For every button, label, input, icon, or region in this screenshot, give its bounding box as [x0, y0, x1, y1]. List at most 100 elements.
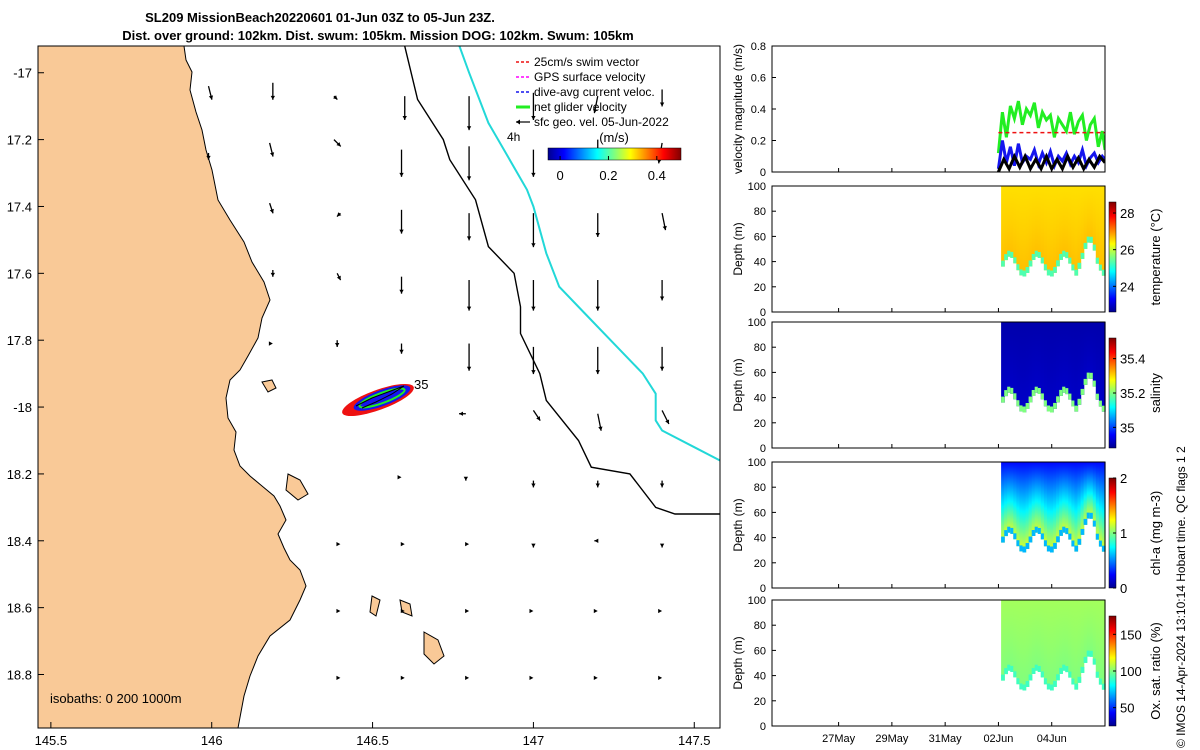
temperature-section-column — [1022, 186, 1027, 277]
oxygen-section-bottom — [1095, 671, 1100, 678]
oxygen-section-column — [1016, 600, 1021, 685]
salinity-section-column — [1016, 322, 1021, 407]
geo-vector-head-62 — [593, 675, 598, 681]
velocity-y-tick-label: 0.8 — [751, 41, 766, 53]
temperature-section-bottom — [1101, 269, 1106, 276]
oxygen-section-bottom — [1101, 683, 1106, 690]
geo-vector-head-48 — [465, 541, 470, 547]
temperature-section-bottom — [1031, 254, 1036, 260]
oxygen-section-column — [1056, 600, 1060, 681]
legend-net-glider: net glider velocity — [534, 100, 627, 114]
salinity-section-bottom — [1092, 380, 1097, 387]
salinity-y-tick-label: 20 — [754, 418, 766, 430]
geo-vector-head-53 — [400, 608, 405, 614]
map-y-tick-label: 18.4 — [7, 534, 32, 549]
geo-vector-head-54 — [465, 608, 470, 614]
map-panel: 35 145.5 146 146.5 147 147.5 -17 17.2 17.4 17.6… — [7, 45, 721, 748]
chlorophyll-section-column — [1056, 462, 1060, 543]
oxygen-section-column — [1086, 600, 1091, 657]
oxygen-section-bottom — [1065, 666, 1069, 673]
temperature-section-column — [1040, 186, 1045, 264]
salinity-section-column — [1019, 322, 1024, 412]
oxygen-y-axis-label: Depth (m) — [731, 636, 745, 689]
temperature-section-column — [1071, 186, 1076, 271]
oxygen-section-bottom — [1056, 674, 1060, 681]
salinity-section-column — [1092, 322, 1097, 387]
chlorophyll-section-column — [1010, 462, 1014, 534]
temperature-section-bottom — [1040, 257, 1045, 264]
chlorophyll-section-bottom — [1089, 512, 1094, 519]
oxygen-section-column — [1068, 600, 1072, 678]
map-colorbar-label: (m/s) — [599, 130, 629, 145]
velocity-y-tick-label: 0 — [760, 167, 766, 179]
island-hinchinbrook — [261, 379, 445, 665]
map-cbar-tick-label: 0.4 — [648, 168, 666, 183]
temperature-section-column — [1043, 186, 1048, 271]
geo-vector-head-21 — [595, 233, 600, 237]
geo-vector-head-40 — [665, 419, 670, 425]
oxygen-section-bottom — [1071, 678, 1076, 685]
salinity-section-bottom — [1028, 396, 1033, 403]
oxygen-section-bottom — [1022, 684, 1027, 691]
oxygen-section-column — [1028, 600, 1033, 681]
temperature-section-column — [1019, 186, 1024, 276]
salinity-section-bottom — [1040, 393, 1045, 400]
salinity-section-bottom — [1050, 406, 1054, 413]
salinity-section-bottom — [1013, 393, 1017, 400]
temperature-section-column — [1074, 186, 1079, 276]
salinity-section-column — [1083, 322, 1088, 385]
salinity-cbar-tick-label: 35 — [1120, 420, 1134, 435]
chlorophyll-section-column — [1001, 462, 1005, 543]
chlorophyll-y-tick-label: 40 — [754, 533, 766, 545]
oxygen-x-tick-label: 02Jun — [983, 733, 1013, 745]
map-y-tick-label: 18.2 — [7, 467, 32, 482]
salinity-section-column — [1022, 322, 1027, 413]
chlorophyll-cbar-tick-label: 2 — [1120, 471, 1127, 486]
chlorophyll-section-column — [1086, 462, 1091, 519]
velocity-y-tick-label: 0.6 — [751, 73, 766, 85]
oxygen-section-bottom — [1016, 678, 1021, 685]
chlorophyll-section-column — [1095, 462, 1100, 540]
temperature-section-bottom — [1001, 260, 1005, 267]
time-step-label: 4h — [507, 130, 520, 144]
oxygen-section-column — [1089, 600, 1094, 657]
temperature-section-bottom — [1092, 244, 1097, 251]
salinity-y-tick-label: 60 — [754, 367, 766, 379]
chlorophyll-section-bottom — [1080, 528, 1085, 535]
chlorophyll-cbar-tick-label: 0 — [1120, 581, 1127, 596]
salinity-section-bottom — [1083, 378, 1088, 385]
geo-vector-head-34 — [531, 370, 536, 375]
oxygen-section-column — [1010, 600, 1014, 672]
chlorophyll-section-column — [1059, 462, 1063, 536]
oxygen-section-column — [1001, 600, 1005, 681]
geo-vector-head-29 — [659, 296, 665, 301]
salinity-section-column — [1004, 322, 1008, 397]
chlorophyll-section-bottom — [1010, 527, 1014, 534]
chlorophyll-section-bottom — [1053, 542, 1057, 549]
oxygen-section-bottom — [1098, 678, 1103, 685]
salinity-section-bottom — [1034, 386, 1039, 393]
salinity-section-bottom — [1037, 388, 1042, 394]
oxygen-x-tick-label: 29May — [875, 733, 909, 745]
temperature-section-bottom — [1050, 270, 1054, 277]
salinity-section-bottom — [1098, 400, 1103, 407]
chlorophyll-section-column — [1031, 462, 1036, 536]
geo-vector-head-4 — [466, 126, 472, 131]
figure-title-line2: Dist. over ground: 102km. Dist. swum: 10… — [122, 28, 634, 43]
chlorophyll-section-column — [1062, 462, 1066, 533]
geo-vector-head-19 — [466, 236, 472, 241]
oxygen-section-bottom — [1062, 664, 1066, 671]
map-y-tick-label: -18 — [13, 400, 32, 415]
velocity-plot-area — [772, 46, 1105, 172]
temperature-section-bottom — [1013, 257, 1017, 264]
chlorophyll-cbar-tick-label: 1 — [1120, 526, 1127, 541]
temperature-section-column — [1013, 186, 1017, 264]
temperature-section-bottom — [1062, 250, 1066, 257]
temperature-section-column — [1086, 186, 1091, 243]
geo-vector-head-56 — [593, 608, 598, 614]
geo-vector-head-41 — [397, 475, 402, 480]
oxygen-section-column — [1092, 600, 1097, 665]
chlorophyll-section-bottom — [1028, 536, 1033, 543]
